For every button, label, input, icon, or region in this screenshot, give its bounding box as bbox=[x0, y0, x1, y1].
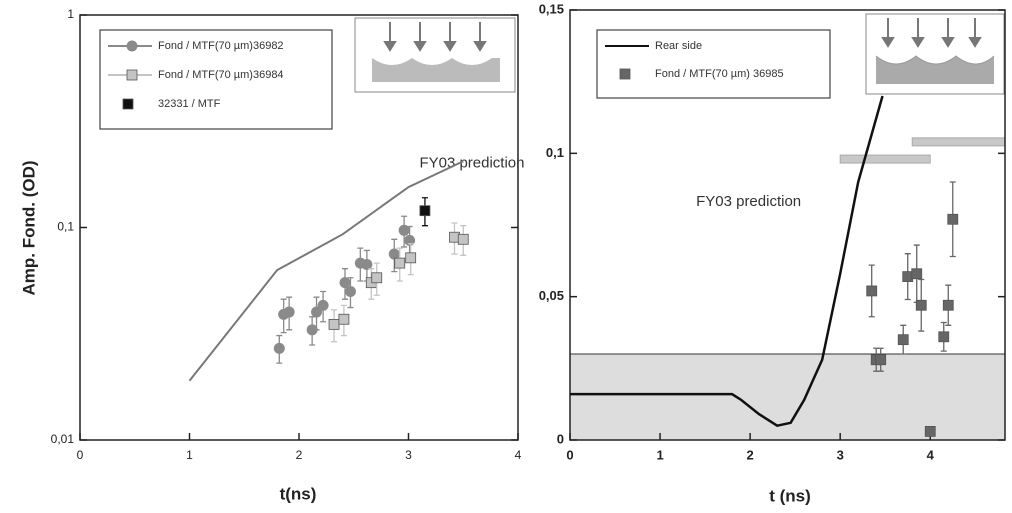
point bbox=[388, 248, 400, 260]
x-tick-label: 0 bbox=[566, 447, 573, 462]
point bbox=[328, 318, 340, 330]
x-tick-label: 3 bbox=[405, 448, 412, 462]
point bbox=[457, 233, 469, 245]
point bbox=[915, 299, 927, 311]
point bbox=[361, 258, 373, 270]
legend-box bbox=[596, 29, 831, 99]
point bbox=[405, 252, 417, 264]
point bbox=[924, 425, 936, 437]
legend-label: Fond / MTF(70 µm)36984 bbox=[158, 69, 284, 81]
point bbox=[273, 342, 285, 354]
legend-label: Fond / MTF(70 µm) 36985 bbox=[655, 68, 784, 80]
y-tick-label: 0,01 bbox=[51, 432, 75, 446]
point bbox=[126, 69, 138, 81]
legend-label: Rear side bbox=[655, 40, 702, 52]
x-axis-title: t(ns) bbox=[280, 484, 317, 503]
x-axis-title: t (ns) bbox=[769, 486, 811, 505]
point bbox=[338, 313, 350, 325]
series-line bbox=[188, 160, 464, 382]
legend-label: Fond / MTF(70 µm)36982 bbox=[158, 40, 284, 52]
point bbox=[911, 268, 923, 280]
point bbox=[344, 285, 356, 297]
point bbox=[371, 272, 383, 284]
y-axis-title: Amp. Fond. (OD) bbox=[19, 160, 38, 295]
series-layer bbox=[570, 95, 959, 437]
point bbox=[398, 224, 410, 236]
point bbox=[306, 324, 318, 336]
point bbox=[866, 285, 878, 297]
range-bar bbox=[911, 137, 1006, 147]
point bbox=[902, 271, 914, 283]
legend-label: 32331 / MTF bbox=[158, 98, 221, 110]
point bbox=[339, 277, 351, 289]
y-tick-label: 0,05 bbox=[539, 288, 564, 303]
point bbox=[875, 354, 887, 366]
point bbox=[419, 205, 431, 217]
shaded-band bbox=[570, 354, 1005, 440]
range-bar bbox=[839, 154, 931, 164]
plot-frame bbox=[569, 9, 1006, 441]
y-tick-label: 1 bbox=[67, 7, 74, 21]
x-tick-label: 2 bbox=[296, 448, 303, 462]
x-tick-label: 4 bbox=[927, 447, 935, 462]
x-tick-label: 1 bbox=[186, 448, 193, 462]
point bbox=[122, 98, 134, 110]
point bbox=[938, 331, 950, 343]
y-tick-label: 0 bbox=[557, 431, 564, 446]
y-tick-label: 0,1 bbox=[546, 145, 564, 160]
x-tick-label: 2 bbox=[747, 447, 754, 462]
point bbox=[947, 213, 959, 225]
series-layer bbox=[188, 160, 469, 382]
series-line bbox=[570, 95, 884, 427]
x-tick-label: 4 bbox=[515, 448, 522, 462]
inset-right bbox=[865, 13, 1005, 95]
x-tick-label: 0 bbox=[77, 448, 84, 462]
point bbox=[619, 68, 631, 80]
point bbox=[394, 257, 406, 269]
x-tick-label: 3 bbox=[837, 447, 844, 462]
point bbox=[317, 299, 329, 311]
point bbox=[942, 299, 954, 311]
point bbox=[897, 334, 909, 346]
y-tick-label: 0,15 bbox=[539, 1, 564, 16]
annotation: FY03 prediction bbox=[696, 193, 801, 210]
annotation: FY03 prediction bbox=[419, 154, 524, 171]
point bbox=[126, 40, 138, 52]
point bbox=[283, 306, 295, 318]
y-tick-label: 0,1 bbox=[57, 220, 74, 234]
x-tick-label: 1 bbox=[656, 447, 663, 462]
inset-left bbox=[354, 17, 516, 93]
